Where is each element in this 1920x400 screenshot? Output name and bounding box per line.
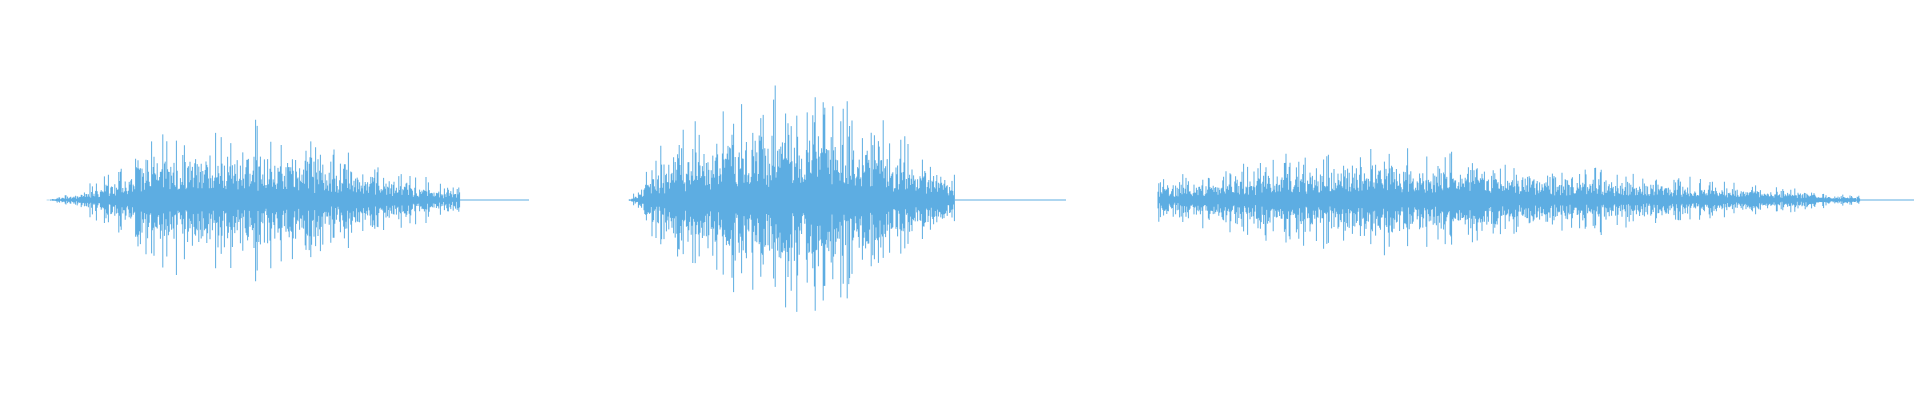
audio-waveform-1 bbox=[46, 119, 529, 282]
audio-waveform-2 bbox=[628, 85, 1066, 312]
audio-waveform-3 bbox=[1157, 148, 1914, 256]
